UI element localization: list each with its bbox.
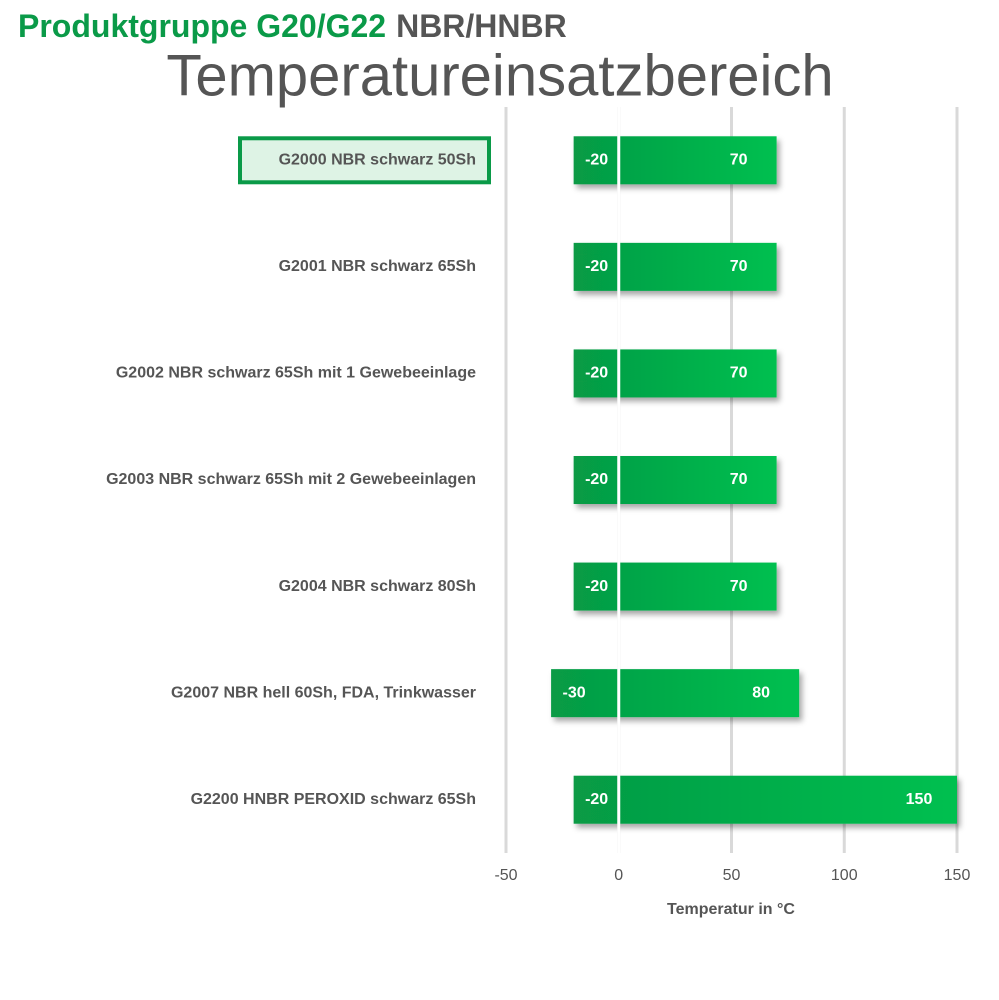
- highlight-box: [238, 136, 491, 185]
- low-label: -30: [563, 684, 586, 701]
- plot: G2000 NBR schwarz 50Sh -20 70 G2001 NBR sch…: [106, 107, 957, 853]
- y-tick-label: G2000 NBR schwarz 50Sh: [279, 152, 476, 169]
- y-tick-label: G2002 NBR schwarz 65Sh mit 1 Gewebeeinla…: [116, 365, 476, 382]
- bar: [573, 456, 777, 504]
- bar: [573, 775, 957, 824]
- x-axis-label: Temperatur in °C: [667, 901, 795, 918]
- chart-title-line: Produktgruppe G20/G22 NBR/HNBR: [18, 8, 567, 44]
- chart-title-suffix: NBR/HNBR: [396, 8, 567, 44]
- high-label: 70: [730, 365, 748, 382]
- x-tick-label: 100: [831, 867, 858, 884]
- chart-title: Produktgruppe G20/G22: [18, 8, 386, 44]
- y-tick-label: G2200 HNBR PEROXID schwarz 65Sh: [191, 791, 476, 808]
- y-tick-label: G2003 NBR schwarz 65Sh mit 2 Gewebeeinla…: [106, 471, 476, 488]
- x-tick-label: -50: [494, 867, 517, 884]
- low-label: -20: [585, 152, 608, 169]
- low-label: -20: [585, 471, 608, 488]
- x-tick-label: 50: [723, 867, 741, 884]
- bar: [573, 562, 777, 611]
- chart-subtitle: Temperatureinsatzbereich: [166, 43, 833, 108]
- y-tick-label: G2004 NBR schwarz 80Sh: [279, 578, 476, 595]
- high-label: 70: [730, 578, 748, 595]
- high-label: 70: [730, 258, 748, 275]
- high-label: 70: [730, 152, 748, 169]
- bar: [551, 669, 800, 718]
- high-label: 150: [906, 791, 933, 808]
- y-tick-label: G2001 NBR schwarz 65Sh: [279, 258, 476, 275]
- low-label: -20: [585, 365, 608, 382]
- high-label: 80: [752, 684, 770, 701]
- x-tick-label: 0: [614, 867, 623, 884]
- low-label: -20: [585, 791, 608, 808]
- y-tick-label: G2007 NBR hell 60Sh, FDA, Trinkwasser: [171, 684, 476, 701]
- low-label: -20: [585, 578, 608, 595]
- bar: [573, 136, 777, 185]
- x-tick-label: 150: [944, 867, 971, 884]
- low-label: -20: [585, 258, 608, 275]
- high-label: 70: [730, 471, 748, 488]
- bar: [573, 242, 777, 291]
- bar: [573, 349, 777, 398]
